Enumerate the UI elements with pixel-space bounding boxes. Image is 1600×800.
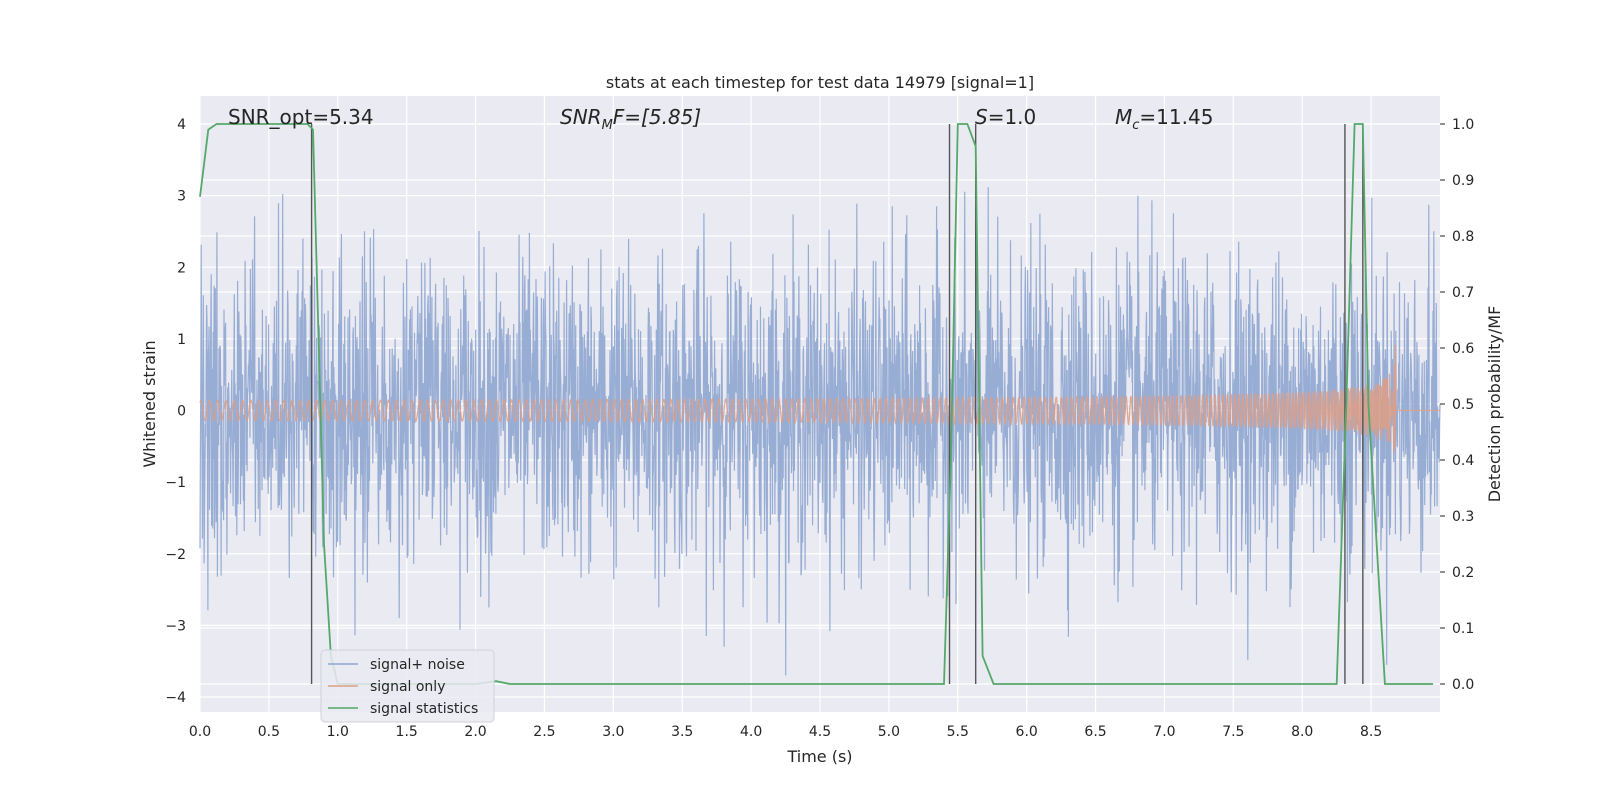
x-axis-label: Time (s)	[786, 747, 852, 766]
signal-statistics-line	[199, 123, 1434, 685]
legend-label-signal-statistics: signal statistics	[370, 701, 478, 717]
x-tick-label: 0.5	[258, 724, 280, 740]
y-right-tick-label: 0.2	[1452, 565, 1474, 581]
y-left-tick-label: −1	[165, 475, 186, 491]
y-right-tick-label: 0.4	[1452, 453, 1474, 469]
y-left-tick-label: 2	[177, 260, 186, 276]
x-tick-label: 7.0	[1153, 724, 1175, 740]
series-signal-noise	[199, 187, 1441, 676]
x-tick-label: 2.0	[464, 724, 486, 740]
y-left-tick-label: −2	[165, 547, 186, 563]
x-tick-label: 5.5	[947, 724, 969, 740]
annotation-snr-mf: SNRMF=[5.85]	[560, 105, 701, 133]
chart-title: stats at each timestep for test data 149…	[606, 73, 1034, 92]
y-right-tick-label: 0.9	[1452, 173, 1474, 189]
signal-only-line	[199, 345, 1440, 453]
legend-label-signal-noise: signal+ noise	[370, 657, 465, 673]
y-axis-label-left: Whitened strain	[140, 340, 159, 467]
x-tick-label: 7.5	[1222, 724, 1244, 740]
y-right-tick-label: 0.7	[1452, 285, 1474, 301]
y-right-tick-label: 0.8	[1452, 229, 1474, 245]
x-tick-label: 6.5	[1084, 724, 1106, 740]
annotation-mc: Mc=11.45	[1115, 105, 1213, 133]
y-left-tick-label: −3	[165, 618, 186, 634]
x-tick-label: 4.0	[740, 724, 762, 740]
x-tick-label: 8.5	[1360, 724, 1382, 740]
y-left-tick-label: 3	[177, 189, 186, 205]
y-right-tick-label: 0.5	[1452, 397, 1474, 413]
y-left-tick-label: 0	[177, 404, 186, 420]
x-tick-label: 1.0	[327, 724, 349, 740]
series-signal-only	[199, 345, 1440, 453]
y-axis-label-right: Detection probability/MF	[1485, 306, 1504, 503]
annotation-snr-opt: SNR_opt=5.34	[228, 105, 374, 129]
y-right-tick-label: 0.0	[1452, 677, 1474, 693]
x-tick-label: 5.0	[878, 724, 900, 740]
x-tick-label: 1.5	[396, 724, 418, 740]
y-right-tick-label: 0.3	[1452, 509, 1474, 525]
x-tick-label: 3.5	[671, 724, 693, 740]
x-tick-label: 4.5	[809, 724, 831, 740]
y-left-tick-label: 1	[177, 332, 186, 348]
y-right-tick-label: 1.0	[1452, 117, 1474, 133]
x-tick-label: 6.0	[1016, 724, 1038, 740]
y-left-tick-label: −4	[165, 690, 186, 706]
x-tick-label: 8.0	[1291, 724, 1313, 740]
x-tick-label: 0.0	[189, 724, 211, 740]
signal-noise-line	[199, 187, 1441, 676]
ticks: 0.0 0.5 1.0 1.5 2.0 2.5 3.0 3.5 4.0 4.5 5.0 5.5 6.0 6…	[165, 117, 1474, 740]
legend: signal+ noise signal only signal statist…	[320, 649, 495, 723]
vertical-markers	[310, 124, 1364, 684]
y-right-tick-label: 0.6	[1452, 341, 1474, 357]
annotation-s: S=1.0	[975, 105, 1036, 129]
y-left-tick-label: 4	[177, 117, 186, 133]
x-tick-label: 3.0	[602, 724, 624, 740]
legend-label-signal-only: signal only	[370, 679, 445, 695]
y-right-tick-label: 0.1	[1452, 621, 1474, 637]
series-signal-statistics	[199, 123, 1434, 685]
legend-box	[320, 649, 495, 723]
x-tick-label: 2.5	[533, 724, 555, 740]
